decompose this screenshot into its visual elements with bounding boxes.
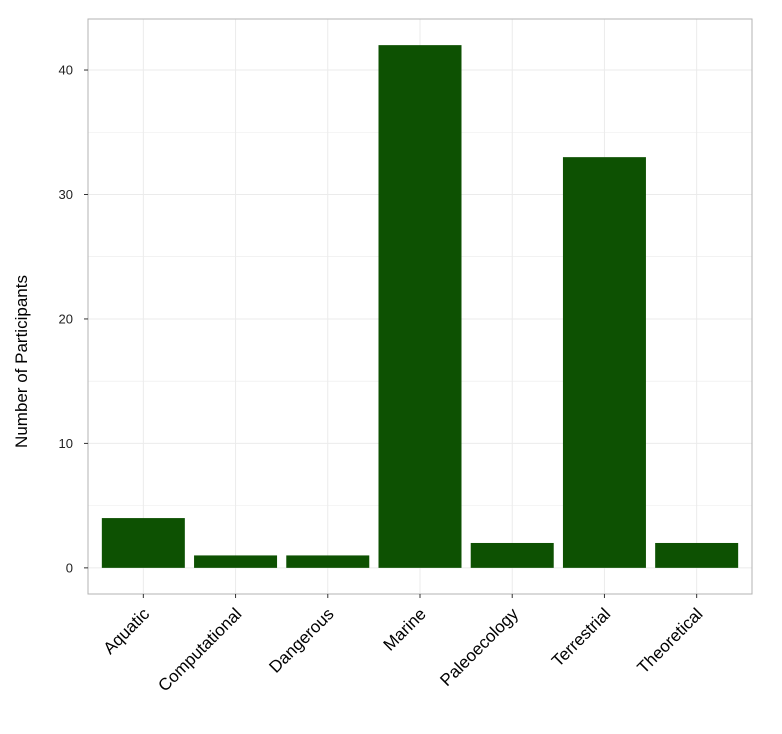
- y-tick-label: 20: [59, 311, 73, 326]
- y-tick-label: 40: [59, 63, 73, 78]
- y-tick-label: 0: [66, 560, 73, 575]
- y-tick-label: 10: [59, 436, 73, 451]
- y-tick-label: 30: [59, 187, 73, 202]
- bar-dangerous: [286, 555, 370, 568]
- y-axis-title: Number of Participants: [12, 275, 31, 448]
- bar-computational: [194, 555, 278, 568]
- bar-aquatic: [101, 518, 185, 568]
- bar-marine: [378, 45, 462, 568]
- bar-theoretical: [655, 542, 739, 568]
- bars: [101, 45, 739, 568]
- bar-paleoecology: [470, 542, 554, 568]
- bar-terrestrial: [562, 157, 646, 568]
